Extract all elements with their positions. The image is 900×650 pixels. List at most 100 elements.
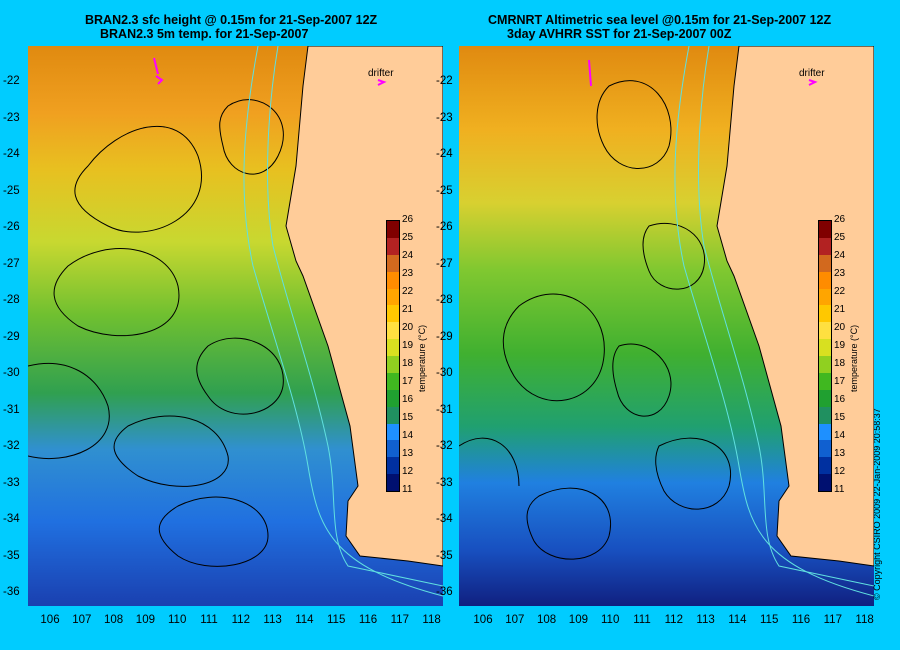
latitude-tick: -36 bbox=[3, 586, 20, 598]
colorbar-swatch bbox=[387, 305, 399, 323]
colorbar-swatch bbox=[387, 288, 399, 306]
latitude-tick: -27 bbox=[436, 257, 453, 270]
longitude-tick: 115 bbox=[327, 614, 346, 626]
latitude-tick: -29 bbox=[436, 330, 453, 343]
latitude-tick: -36 bbox=[436, 586, 453, 598]
latitude-tick: -35 bbox=[3, 549, 20, 562]
longitude-tick: 112 bbox=[664, 614, 683, 626]
colorbar-tick: 22 bbox=[402, 286, 414, 297]
colorbar-tick: 19 bbox=[402, 340, 414, 351]
longitude-tick: 118 bbox=[422, 614, 441, 626]
left-map-svg bbox=[28, 46, 443, 606]
latitude-tick: -26 bbox=[436, 221, 453, 233]
latitude-tick: -33 bbox=[436, 476, 453, 489]
ocean-field bbox=[28, 46, 443, 606]
left-title-line2: BRAN2.3 5m temp. for 21-Sep-2007 bbox=[100, 27, 309, 41]
latitude-tick: -22 bbox=[436, 75, 453, 87]
colorbar-swatch bbox=[819, 457, 831, 475]
colorbar-tick: 25 bbox=[402, 232, 414, 243]
colorbar-swatch bbox=[819, 339, 831, 356]
latitude-tick: -25 bbox=[436, 184, 453, 197]
longitude-tick: 107 bbox=[505, 614, 525, 626]
left-map-panel: drifter bbox=[28, 46, 443, 606]
latitude-tick: -33 bbox=[3, 476, 20, 489]
isobath-lines bbox=[674, 46, 874, 597]
longitude-tick: 113 bbox=[263, 614, 282, 626]
latitude-tick: -30 bbox=[436, 367, 453, 379]
longitude-tick: 118 bbox=[855, 614, 874, 626]
colorbar-tick: 17 bbox=[402, 376, 414, 387]
right-colorbar-label: temperature (°C) bbox=[849, 324, 859, 392]
colorbar-swatch bbox=[819, 271, 831, 289]
latitude-tick: -26 bbox=[3, 221, 20, 233]
colorbar-swatch bbox=[819, 406, 831, 424]
colorbar-swatch bbox=[819, 440, 831, 458]
left-title-line1: BRAN2.3 sfc height @ 0.15m for 21-Sep-20… bbox=[85, 13, 378, 27]
colorbar-tick: 12 bbox=[402, 466, 414, 477]
colorbar-swatch bbox=[819, 305, 831, 323]
colorbar-tick: 11 bbox=[402, 484, 413, 495]
longitude-tick: 112 bbox=[231, 614, 250, 626]
land-coast bbox=[285, 46, 443, 567]
colorbar-tick: 18 bbox=[834, 358, 846, 369]
colorbar-tick: 20 bbox=[834, 322, 846, 333]
colorbar-tick: 19 bbox=[834, 340, 846, 351]
longitude-tick: 116 bbox=[358, 614, 378, 626]
colorbar-swatch bbox=[387, 372, 399, 390]
latitude-tick: -22 bbox=[3, 75, 20, 87]
latitude-tick: -23 bbox=[3, 111, 20, 124]
latitude-tick: -28 bbox=[3, 294, 20, 306]
latitude-tick: -31 bbox=[436, 403, 453, 416]
right-map-svg bbox=[459, 46, 874, 606]
longitude-tick: 114 bbox=[728, 614, 747, 626]
colorbar-tick: 26 bbox=[402, 214, 414, 225]
colorbar-tick: 26 bbox=[834, 214, 846, 225]
left-colorbar bbox=[386, 220, 400, 492]
colorbar-tick: 23 bbox=[402, 268, 414, 279]
colorbar-swatch bbox=[387, 474, 399, 491]
colorbar-swatch bbox=[387, 356, 399, 373]
colorbar-swatch bbox=[387, 457, 399, 475]
isobath-lines bbox=[243, 46, 443, 597]
colorbar-swatch bbox=[819, 372, 831, 390]
longitude-tick: 117 bbox=[823, 614, 842, 626]
longitude-tick: 109 bbox=[568, 614, 588, 626]
ocean-field bbox=[459, 46, 874, 606]
longitude-tick: 117 bbox=[390, 614, 409, 626]
longitude-tick: 106 bbox=[40, 614, 60, 626]
colorbar-swatch bbox=[819, 237, 831, 255]
colorbar-tick: 16 bbox=[402, 394, 414, 405]
longitude-tick: 115 bbox=[760, 614, 779, 626]
right-title-line2: 3day AVHRR SST for 21-Sep-2007 00Z bbox=[507, 27, 732, 41]
latitude-tick: -25 bbox=[3, 184, 20, 197]
colorbar-swatch bbox=[819, 254, 831, 272]
colorbar-swatch bbox=[819, 474, 831, 491]
latitude-tick: -27 bbox=[3, 257, 20, 270]
sea-level-contours bbox=[459, 80, 731, 560]
colorbar-swatch bbox=[387, 389, 399, 407]
latitude-tick: -23 bbox=[436, 111, 453, 124]
colorbar-tick: 12 bbox=[834, 466, 846, 477]
latitude-tick: -28 bbox=[436, 294, 453, 306]
right-colorbar bbox=[818, 220, 832, 492]
right-title-line1: CMRNRT Altimetric sea level @0.15m for 2… bbox=[488, 13, 832, 27]
longitude-tick: 107 bbox=[72, 614, 92, 626]
colorbar-tick: 15 bbox=[402, 412, 414, 423]
longitude-tick: 108 bbox=[537, 614, 557, 626]
colorbar-tick: 13 bbox=[402, 448, 414, 459]
drifter-track bbox=[153, 57, 387, 86]
latitude-tick: -32 bbox=[3, 440, 20, 452]
longitude-tick: 106 bbox=[473, 614, 493, 626]
colorbar-tick: 13 bbox=[834, 448, 846, 459]
latitude-tick: -35 bbox=[436, 549, 453, 562]
colorbar-tick: 14 bbox=[402, 430, 414, 441]
latitude-tick: -30 bbox=[3, 367, 20, 379]
drifter-track bbox=[588, 59, 818, 87]
latitude-tick: -24 bbox=[436, 148, 453, 160]
colorbar-swatch bbox=[387, 440, 399, 458]
right-map-panel: drifter bbox=[459, 46, 874, 606]
longitude-tick: 116 bbox=[791, 614, 811, 626]
copyright-text: © Copyright CSIRO 2009 22-Jan-2009 20:58… bbox=[872, 408, 882, 600]
colorbar-tick: 11 bbox=[834, 484, 845, 495]
latitude-tick: -34 bbox=[3, 513, 20, 525]
